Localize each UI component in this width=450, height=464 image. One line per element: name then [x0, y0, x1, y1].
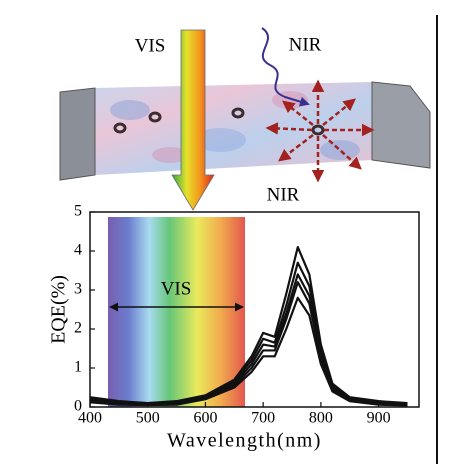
- x-tick-label: 500: [136, 410, 160, 427]
- edge-block: [59, 87, 96, 181]
- x-tick-label: 900: [367, 410, 391, 427]
- x-tick-label: 600: [193, 410, 217, 427]
- data-line: [89, 296, 408, 407]
- plot-frame: [89, 211, 420, 408]
- y-tick-label: 5: [74, 203, 82, 220]
- nir-in-label: NIR: [289, 34, 322, 55]
- emission-arrows: [265, 79, 375, 183]
- x-tick-label: 400: [78, 410, 102, 427]
- y-tick-label: 0: [74, 398, 82, 415]
- vis-label: VIS: [135, 35, 166, 56]
- vis-annotation: VIS: [161, 278, 192, 299]
- nir-out-label: NIR: [267, 184, 300, 205]
- film-slab: [95, 82, 372, 175]
- y-tick-label: 2: [74, 320, 82, 337]
- edge-block: [371, 81, 431, 169]
- x-tick-label: 700: [251, 410, 275, 427]
- visible-band: [108, 217, 245, 407]
- x-tick-label: 800: [309, 410, 333, 427]
- x-axis-label: Wavelength(nm): [167, 430, 322, 452]
- y-tick-label: 1: [74, 359, 82, 376]
- y-axis-label: EQE(%): [48, 275, 70, 344]
- nir-in-arrow: [261, 27, 310, 107]
- vis-arrow: [171, 29, 215, 211]
- chart: 400 500 600 700 800 900 0 1 2 3 4 5 Wavelength(nm) EQ…: [48, 203, 420, 452]
- film-texture: [110, 91, 360, 163]
- y-tick-label: 3: [74, 281, 82, 298]
- particles: [113, 107, 325, 136]
- y-tick-label: 4: [74, 242, 82, 259]
